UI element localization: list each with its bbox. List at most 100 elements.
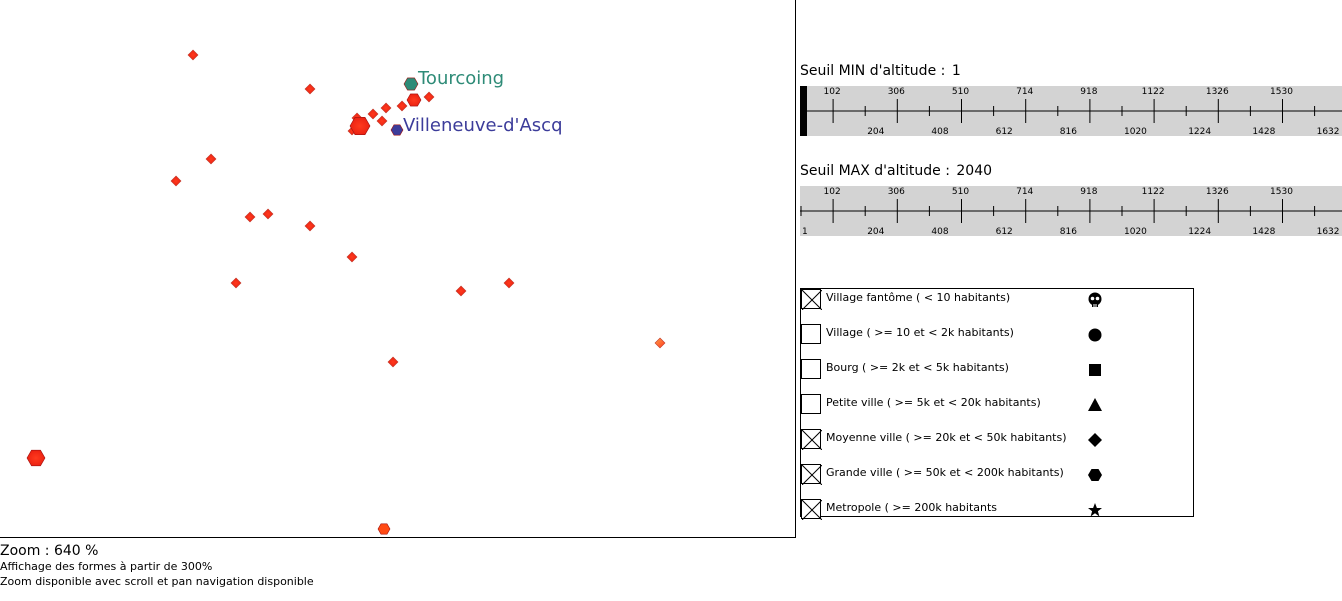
- slider-tick-label: 102: [824, 187, 841, 197]
- map-marker-diamond[interactable]: [367, 108, 379, 120]
- slider-tick-label: 306: [888, 87, 905, 97]
- slider-tick-label: 1122: [1142, 187, 1165, 197]
- triangle-icon: [1088, 398, 1102, 411]
- map-marker-diamond[interactable]: [244, 211, 256, 223]
- legend-checkbox[interactable]: [801, 499, 822, 520]
- slider-tick-label: 1428: [1252, 127, 1275, 136]
- slider-tick-label: 1224: [1188, 227, 1211, 236]
- slider-tick-label: 1020: [1124, 227, 1147, 236]
- legend-item-village[interactable]: Village ( >= 10 et < 2k habitants): [801, 324, 1193, 346]
- city-label-villeneuve: Villeneuve-d'Ascq: [403, 115, 563, 136]
- slider-tick-label: 1122: [1142, 87, 1165, 97]
- max-altitude-label-text: Seuil MAX d'altitude :: [800, 163, 950, 179]
- slider-tick-label: 918: [1080, 87, 1097, 97]
- legend-panel: Village fantôme ( < 10 habitants) Villag…: [800, 288, 1194, 520]
- slider-tick-label: 1428: [1252, 227, 1275, 236]
- map-marker-hexagon[interactable]: [26, 449, 46, 467]
- map-marker-diamond[interactable]: [503, 277, 515, 289]
- zoom-level-text: Zoom : 640 %: [0, 543, 99, 559]
- map-marker-hexagon[interactable]: [406, 93, 422, 107]
- slider-tick-label: 1530: [1270, 87, 1293, 97]
- legend-item-metropole[interactable]: Metropole ( >= 200k habitants: [801, 499, 1193, 521]
- slider-tick-label: 1326: [1206, 187, 1229, 197]
- map-marker-diamond[interactable]: [304, 220, 316, 232]
- map-marker-villeneuve[interactable]: [390, 124, 404, 136]
- map-svg[interactable]: Tourcoing Villeneuve-d'Ascq: [0, 0, 795, 537]
- map-marker-diamond[interactable]: [654, 337, 666, 349]
- checkbox-cross: [802, 290, 822, 310]
- map-marker-diamond[interactable]: [187, 49, 199, 61]
- map-marker-diamond[interactable]: [262, 208, 274, 220]
- slider-tick-label: 816: [1060, 227, 1077, 236]
- legend-item-label: Bourg ( >= 2k et < 5k habitants): [826, 361, 1009, 374]
- legend-item-moyenne-ville[interactable]: Moyenne ville ( >= 20k et < 50k habitant…: [801, 429, 1193, 451]
- map-marker-diamond[interactable]: [170, 175, 182, 187]
- map-marker-diamond[interactable]: [455, 285, 467, 297]
- legend-item-label: Village ( >= 10 et < 2k habitants): [826, 326, 1014, 339]
- slider-tick-label: 714: [1016, 187, 1033, 197]
- max-slider-track[interactable]: 102 306 510 714 918 1122 1326 1530 1 204 408 612 816…: [800, 186, 1342, 236]
- legend-item-village-fantome[interactable]: Village fantôme ( < 10 habitants): [801, 289, 1193, 311]
- min-altitude-label: Seuil MIN d'altitude : 1: [800, 63, 961, 79]
- map-marker-diamond[interactable]: [380, 102, 392, 114]
- map-marker-diamond[interactable]: [230, 277, 242, 289]
- legend-item-label: Petite ville ( >= 5k et < 20k habitants): [826, 396, 1041, 409]
- max-altitude-slider[interactable]: 102 306 510 714 918 1122 1326 1530 1 204 408 612 816…: [800, 186, 1342, 236]
- hexagon-icon: [1088, 469, 1102, 481]
- slider-tick-label: 408: [931, 227, 948, 236]
- map-marker-diamond[interactable]: [396, 100, 408, 112]
- min-altitude-label-text: Seuil MIN d'altitude :: [800, 63, 946, 79]
- slider-tick-label: 816: [1060, 127, 1077, 136]
- diamond-icon: [1088, 433, 1102, 447]
- map-marker-hexagon[interactable]: [349, 117, 371, 135]
- legend-checkbox[interactable]: [801, 394, 821, 414]
- checkbox-cross: [802, 500, 822, 520]
- map-marker-hexagon[interactable]: [377, 523, 391, 535]
- legend-item-petite-ville[interactable]: Petite ville ( >= 5k et < 20k habitants): [801, 394, 1193, 416]
- slider-tick-label: 1326: [1206, 87, 1229, 97]
- map-marker-diamond[interactable]: [304, 83, 316, 95]
- map-marker-diamond[interactable]: [376, 115, 388, 127]
- max-altitude-label: Seuil MAX d'altitude : 2040: [800, 163, 992, 179]
- legend-item-label: Grande ville ( >= 50k et < 200k habitant…: [826, 466, 1064, 479]
- slider-tick-label: 1530: [1270, 187, 1293, 197]
- map-marker-diamond[interactable]: [346, 251, 358, 263]
- circle-icon: [1088, 328, 1102, 342]
- map-marker-diamond[interactable]: [387, 356, 399, 368]
- slider-tick-label: 1632: [1317, 127, 1340, 136]
- legend-checkbox[interactable]: [801, 289, 822, 310]
- skull-icon: [1088, 292, 1102, 307]
- min-altitude-value: 1: [951, 63, 961, 79]
- slider-tick-label: 612: [996, 127, 1013, 136]
- slider-thumb[interactable]: [800, 86, 807, 136]
- slider-tick-label: 204: [867, 227, 884, 236]
- legend-item-grande-ville[interactable]: Grande ville ( >= 50k et < 200k habitant…: [801, 464, 1193, 486]
- map-canvas[interactable]: Tourcoing Villeneuve-d'Ascq: [0, 0, 796, 538]
- max-altitude-value: 2040: [956, 163, 993, 179]
- legend-checkbox[interactable]: [801, 359, 821, 379]
- slider-tick-label: 714: [1016, 87, 1033, 97]
- slider-tick-label: 510: [952, 87, 969, 97]
- slider-tick-label: 918: [1080, 187, 1097, 197]
- legend-checkbox[interactable]: [801, 324, 821, 344]
- shapes-note-text: Affichage des formes à partir de 300%: [0, 560, 213, 573]
- min-slider-track[interactable]: 102 306 510 714 918 1122 1326 1530 204 408 612 816 1…: [800, 86, 1342, 136]
- map-marker-diamond[interactable]: [205, 153, 217, 165]
- min-altitude-slider[interactable]: 102 306 510 714 918 1122 1326 1530 204 408 612 816 1…: [800, 86, 1342, 136]
- slider-tick-label: 1224: [1188, 127, 1211, 136]
- navigation-note-text: Zoom disponible avec scroll et pan navig…: [0, 575, 314, 588]
- legend-checkbox[interactable]: [801, 429, 822, 450]
- slider-tick-label: 102: [824, 87, 841, 97]
- legend-item-bourg[interactable]: Bourg ( >= 2k et < 5k habitants): [801, 359, 1193, 381]
- checkbox-cross: [802, 430, 822, 450]
- legend-checkbox[interactable]: [801, 464, 822, 485]
- slider-tick-label: 612: [996, 227, 1013, 236]
- map-marker-tourcoing[interactable]: [403, 77, 419, 91]
- zoom-info: Zoom : 640 % Affichage des formes à part…: [0, 543, 314, 589]
- legend-item-label: Moyenne ville ( >= 20k et < 50k habitant…: [826, 431, 1067, 444]
- map-marker-diamond[interactable]: [423, 91, 435, 103]
- slider-tick-label: 510: [952, 187, 969, 197]
- slider-tick-label: 408: [931, 127, 948, 136]
- slider-tick-label: 1020: [1124, 127, 1147, 136]
- slider-tick-label: 1: [802, 227, 808, 236]
